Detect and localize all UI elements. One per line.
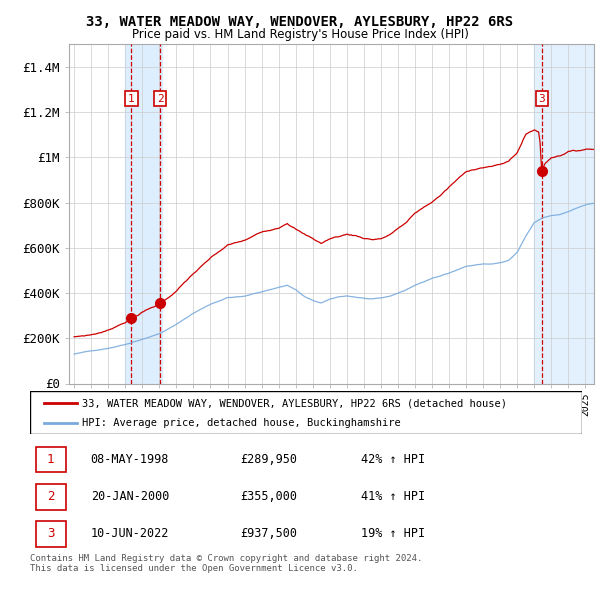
Text: 42% ↑ HPI: 42% ↑ HPI: [361, 453, 425, 466]
FancyBboxPatch shape: [35, 484, 66, 510]
Text: 33, WATER MEADOW WAY, WENDOVER, AYLESBURY, HP22 6RS: 33, WATER MEADOW WAY, WENDOVER, AYLESBUR…: [86, 15, 514, 29]
Text: £355,000: £355,000: [240, 490, 297, 503]
Bar: [535, 44, 594, 384]
FancyBboxPatch shape: [35, 447, 66, 473]
Text: 10-JUN-2022: 10-JUN-2022: [91, 527, 169, 540]
Text: Price paid vs. HM Land Registry's House Price Index (HPI): Price paid vs. HM Land Registry's House …: [131, 28, 469, 41]
Text: £289,950: £289,950: [240, 453, 297, 466]
Text: 33, WATER MEADOW WAY, WENDOVER, AYLESBURY, HP22 6RS (detached house): 33, WATER MEADOW WAY, WENDOVER, AYLESBUR…: [82, 398, 508, 408]
Text: £937,500: £937,500: [240, 527, 297, 540]
Text: 1: 1: [47, 453, 55, 466]
Text: 1: 1: [128, 94, 135, 103]
Text: 2: 2: [157, 94, 164, 103]
Text: 3: 3: [538, 94, 545, 103]
Text: 19% ↑ HPI: 19% ↑ HPI: [361, 527, 425, 540]
Text: 41% ↑ HPI: 41% ↑ HPI: [361, 490, 425, 503]
Text: HPI: Average price, detached house, Buckinghamshire: HPI: Average price, detached house, Buck…: [82, 418, 401, 428]
Text: 2: 2: [47, 490, 55, 503]
FancyBboxPatch shape: [35, 521, 66, 547]
Text: Contains HM Land Registry data © Crown copyright and database right 2024.
This d: Contains HM Land Registry data © Crown c…: [30, 554, 422, 573]
Text: 20-JAN-2000: 20-JAN-2000: [91, 490, 169, 503]
Bar: [125, 44, 162, 384]
Text: 3: 3: [47, 527, 55, 540]
Text: 08-MAY-1998: 08-MAY-1998: [91, 453, 169, 466]
